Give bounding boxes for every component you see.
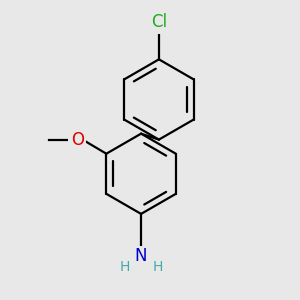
- Text: Cl: Cl: [151, 13, 167, 31]
- Text: N: N: [135, 247, 147, 265]
- Text: H: H: [152, 260, 163, 274]
- Text: H: H: [119, 260, 130, 274]
- Text: O: O: [71, 130, 84, 148]
